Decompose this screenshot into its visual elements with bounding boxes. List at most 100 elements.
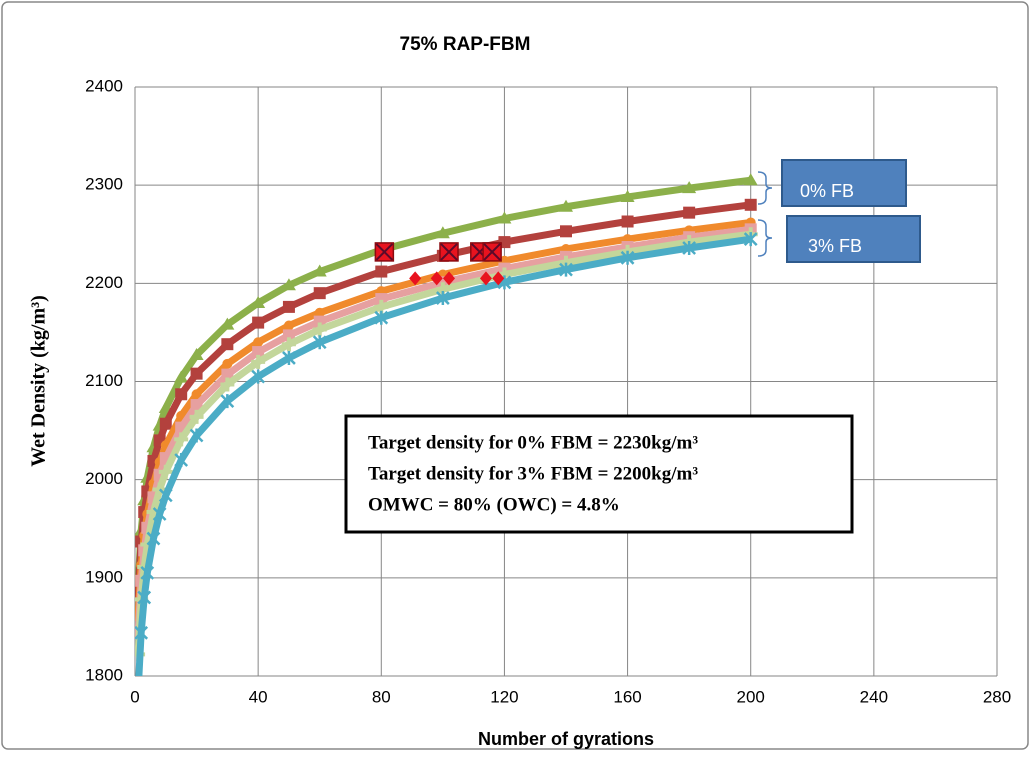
- marker-cross: [483, 243, 501, 261]
- marker-cross: [375, 243, 394, 261]
- marker: [409, 271, 422, 286]
- marker: [435, 226, 450, 239]
- marker: [152, 482, 167, 497]
- marker: [312, 322, 327, 337]
- marker: [375, 293, 388, 306]
- x-tick-label: 120: [490, 687, 518, 706]
- marker: [682, 181, 697, 194]
- marker: [220, 317, 235, 330]
- callout-box: [781, 159, 907, 207]
- marker: [313, 287, 326, 300]
- x-axis-label: Number of gyrations: [478, 729, 654, 749]
- marker: [221, 368, 234, 381]
- marker: [252, 346, 265, 359]
- marker: [435, 291, 450, 306]
- y-tick-label: 2100: [85, 371, 123, 390]
- marker: [190, 399, 203, 412]
- marker: [190, 367, 203, 380]
- marker: [313, 315, 326, 328]
- callout-label: 0% FB: [800, 181, 854, 201]
- callout-label: 3% FB: [808, 236, 862, 256]
- marker: [620, 250, 635, 265]
- marker: [252, 316, 265, 329]
- marker: [621, 215, 634, 228]
- marker: [443, 271, 456, 286]
- x-tick-label: 280: [983, 687, 1011, 706]
- marker: [220, 394, 235, 409]
- marker: [137, 590, 152, 605]
- marker: [314, 307, 325, 318]
- marker: [682, 240, 697, 255]
- marker: [312, 335, 327, 350]
- x-tick-label: 80: [372, 687, 391, 706]
- marker: [282, 329, 295, 342]
- y-tick-label: 2400: [85, 76, 123, 95]
- marker: [375, 265, 388, 278]
- x-tick-label: 40: [249, 687, 268, 706]
- marker: [560, 225, 572, 238]
- marker: [559, 262, 573, 277]
- marker: [146, 531, 161, 546]
- marker: [174, 370, 189, 383]
- marker: [282, 300, 295, 313]
- marker: [221, 338, 234, 351]
- marker: [743, 232, 758, 247]
- chart-title: 75% RAP-FBM: [400, 34, 531, 55]
- marker-cross: [440, 243, 458, 261]
- annotation: Target density for 3% FBM = 2200kg/m³: [368, 463, 698, 484]
- annotation-box: [344, 414, 854, 534]
- marker: [251, 369, 266, 384]
- marker: [222, 358, 233, 369]
- marker: [281, 337, 296, 352]
- marker: [174, 453, 189, 468]
- marker: [191, 389, 202, 400]
- marker: [281, 278, 296, 291]
- plot-area: [135, 173, 758, 676]
- marker: [251, 354, 266, 369]
- marker: [374, 310, 389, 325]
- marker: [479, 271, 492, 286]
- annotation: Target density for 0% FBM = 2230kg/m³: [368, 432, 698, 453]
- marker: [743, 173, 758, 186]
- x-tick-label: 160: [613, 687, 641, 706]
- marker: [430, 271, 443, 286]
- marker: [189, 347, 204, 360]
- marker: [744, 198, 757, 211]
- annotation: OMWC = 80% (OWC) = 4.8%: [368, 494, 620, 515]
- y-tick-label: 2300: [85, 175, 123, 194]
- bracket: [757, 171, 773, 205]
- bracket: [757, 219, 773, 257]
- marker: [439, 242, 459, 262]
- marker: [140, 565, 155, 580]
- y-axis-label: Wet Density (kg/m³): [28, 295, 50, 467]
- marker: [282, 350, 296, 365]
- marker: [482, 242, 502, 262]
- callout-box: [786, 215, 921, 263]
- x-tick-label: 0: [130, 687, 139, 706]
- marker: [135, 625, 149, 640]
- marker: [620, 189, 635, 202]
- marker: [492, 271, 505, 286]
- marker: [374, 242, 395, 262]
- marker: [158, 464, 173, 479]
- marker: [683, 206, 696, 219]
- x-tick-label: 200: [737, 687, 765, 706]
- marker: [220, 377, 235, 392]
- marker: [497, 211, 512, 224]
- y-tick-label: 2200: [85, 273, 123, 292]
- marker: [559, 199, 573, 212]
- marker: [152, 507, 167, 522]
- marker: [251, 295, 266, 308]
- marker: [174, 432, 189, 447]
- y-tick-label: 2000: [85, 469, 123, 488]
- marker: [158, 488, 173, 503]
- marker: [175, 388, 188, 401]
- marker: [189, 428, 204, 443]
- marker: [312, 264, 327, 277]
- marker: [283, 320, 294, 331]
- x-tick-label: 240: [860, 687, 888, 706]
- y-tick-label: 1900: [85, 567, 123, 586]
- marker: [159, 417, 172, 430]
